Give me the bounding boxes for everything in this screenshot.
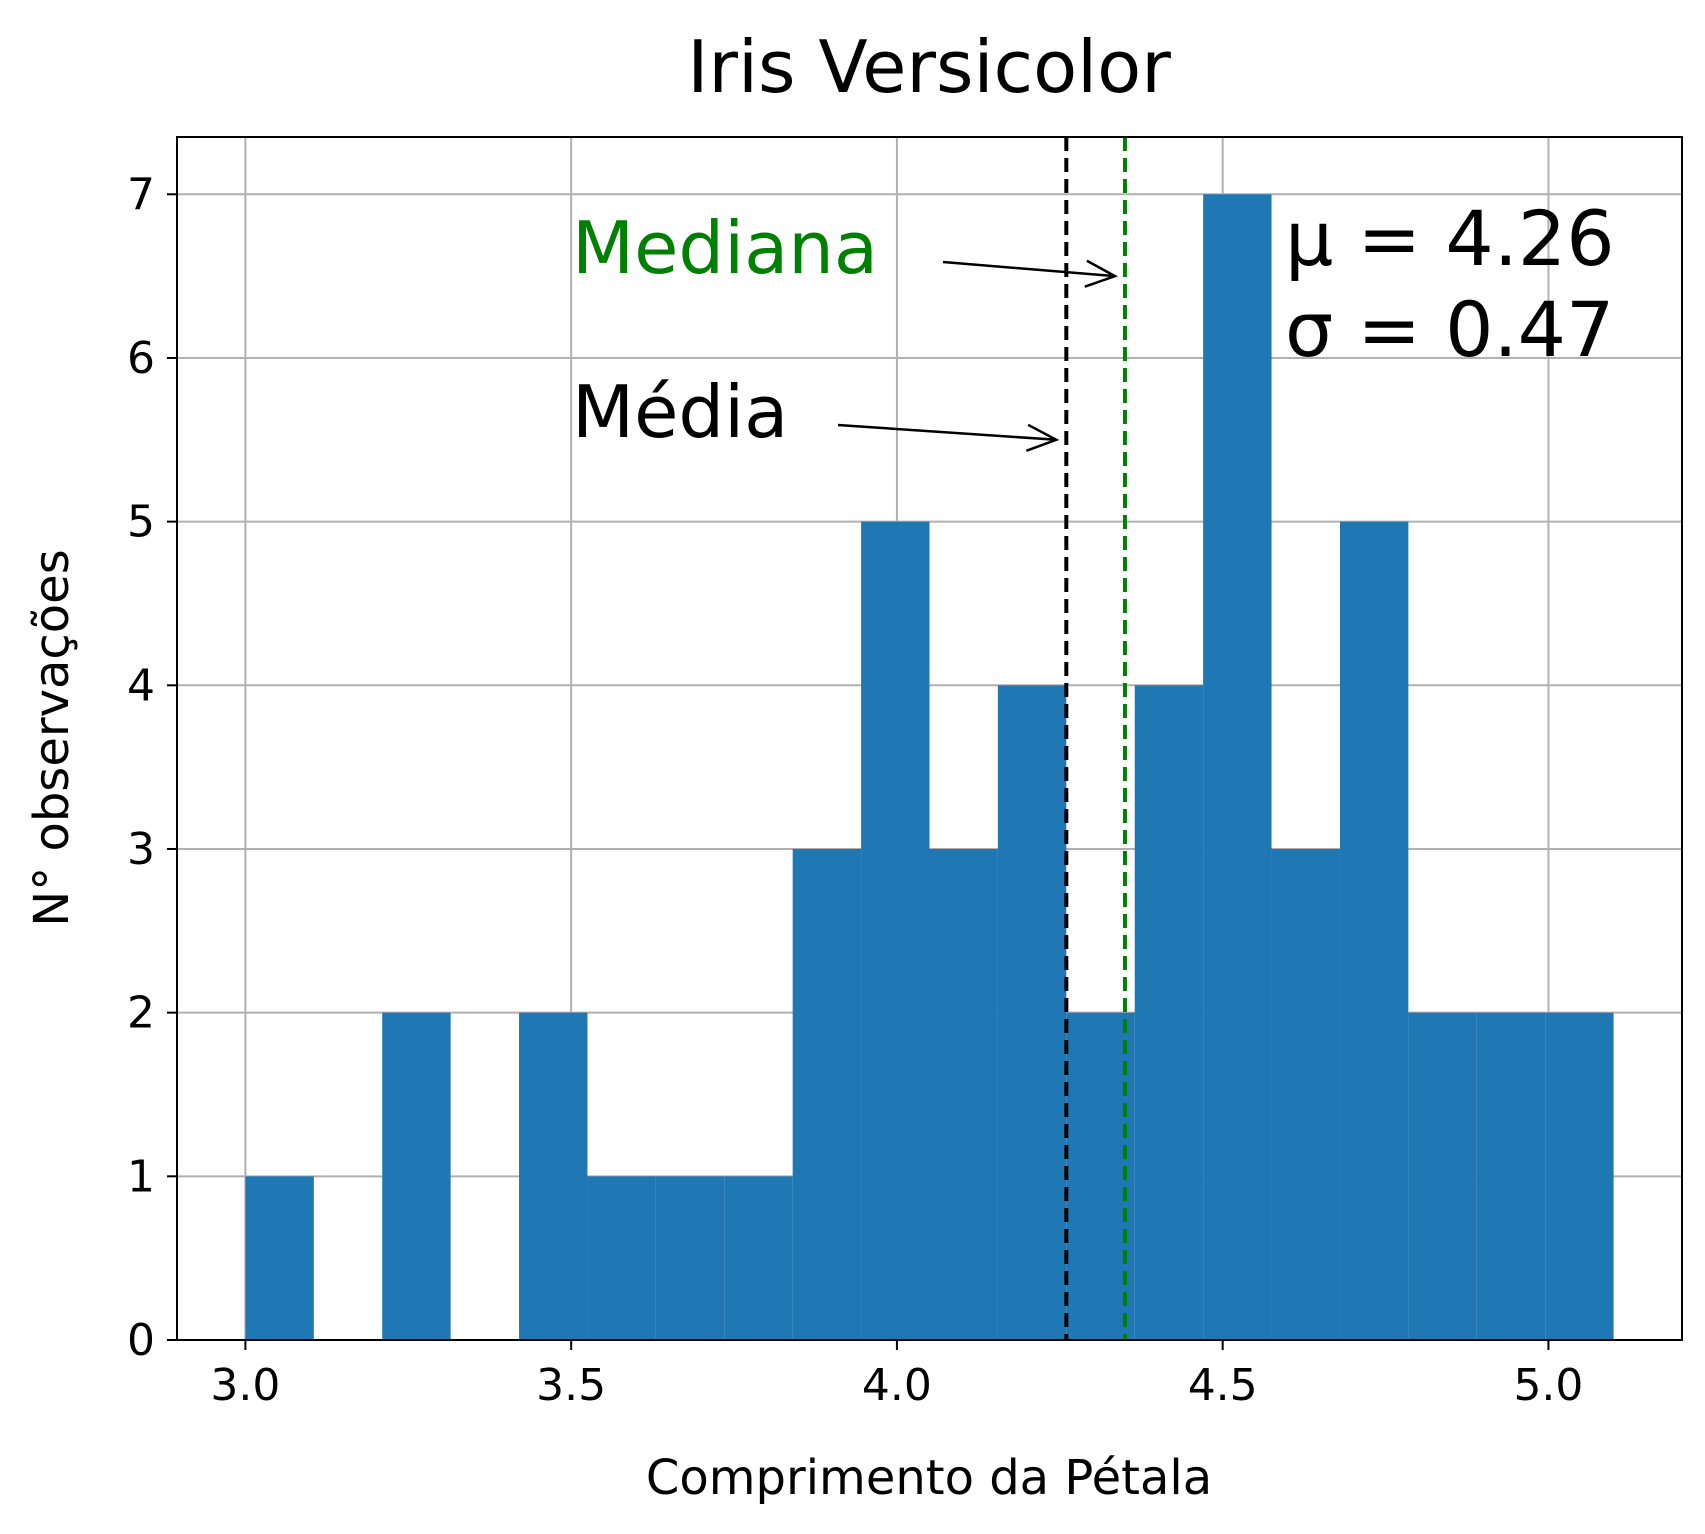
median-annotation-label: Mediana	[572, 206, 878, 290]
y-tick-label: 2	[127, 988, 155, 1039]
y-tick-label: 4	[127, 660, 155, 711]
y-tick-label: 5	[127, 497, 155, 548]
reference-lines	[1064, 137, 1127, 1340]
tick-layer: 3.0 3.5 4.0 4.5 5.0 0 1 2 3 4 5 6 7	[127, 169, 1583, 1411]
annotation-arrows	[837, 259, 1119, 453]
x-tick-label: 4.0	[862, 1360, 932, 1411]
chart-title: Iris Versicolor	[687, 25, 1171, 109]
y-tick-label: 6	[127, 333, 155, 384]
histogram-bar	[519, 1012, 588, 1340]
histogram-bar	[1134, 685, 1204, 1340]
histogram-bar	[724, 1176, 793, 1340]
x-tick-label: 3.0	[210, 1360, 280, 1411]
x-axis-label: Comprimento da Pétala	[646, 1450, 1212, 1506]
histogram-bar	[792, 848, 862, 1340]
histogram-bar	[1203, 194, 1272, 1340]
median-arrow	[942, 260, 1116, 278]
median-arrow-head	[1084, 259, 1119, 288]
histogram-bar	[245, 1176, 314, 1340]
histogram-bar	[861, 521, 930, 1340]
y-tick-label: 7	[127, 169, 155, 220]
histogram-bar	[1271, 848, 1340, 1340]
plot-frame	[176, 136, 1683, 1341]
histogram-bar	[587, 1176, 656, 1340]
y-axis-label: N° observações	[24, 549, 80, 926]
mean-arrow	[837, 423, 1057, 442]
x-tick-label: 5.0	[1513, 1360, 1583, 1411]
bar-layer	[245, 194, 1614, 1340]
mean-stat-text: μ = 4.26	[1285, 194, 1615, 283]
mean-annotation-label: Média	[572, 370, 788, 454]
y-tick-label: 0	[127, 1315, 155, 1366]
mean-arrow-head	[1025, 423, 1060, 453]
histogram-bar	[382, 1012, 451, 1340]
std-stat-text: σ = 0.47	[1285, 285, 1614, 374]
histogram-bar	[1476, 1012, 1546, 1340]
histogram-bar	[1408, 1012, 1477, 1340]
histogram-bar	[929, 848, 998, 1340]
histogram-bar	[997, 685, 1067, 1340]
histogram-bar	[1339, 521, 1409, 1340]
histogram-bar	[1545, 1012, 1614, 1340]
x-tick-label: 4.5	[1188, 1360, 1258, 1411]
x-tick-label: 3.5	[536, 1360, 606, 1411]
histogram-bar	[655, 1176, 725, 1340]
y-tick-label: 1	[127, 1151, 155, 1202]
y-tick-label: 3	[127, 824, 155, 875]
